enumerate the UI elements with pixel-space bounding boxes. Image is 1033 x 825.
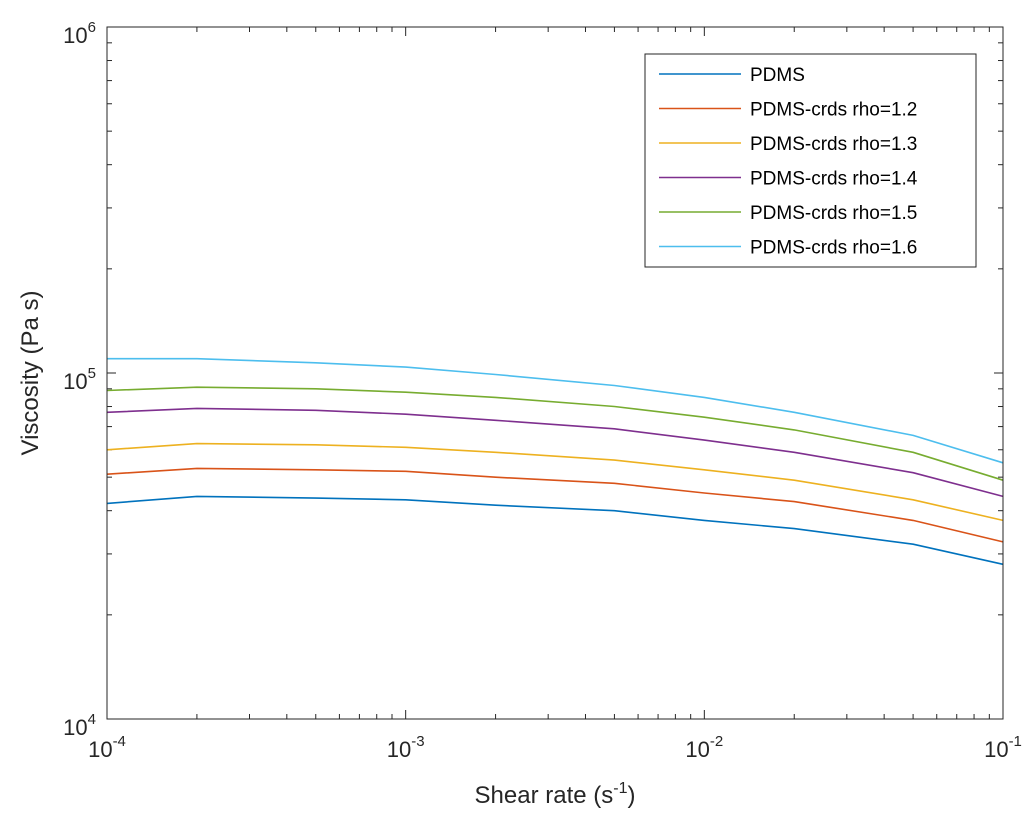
x-tick-label: 10-2 <box>685 733 723 762</box>
y-tick-label: 106 <box>63 19 96 48</box>
x-tick-labels: 10-4 10-3 10-2 10-1 <box>88 733 1022 762</box>
legend-label-2: PDMS-crds rho=1.2 <box>750 100 917 121</box>
legend-label-1: PDMS <box>750 65 805 86</box>
x-tick-label: 10-1 <box>984 733 1022 762</box>
legend-label-5: PDMS-crds rho=1.5 <box>750 203 917 224</box>
y-tick-label: 105 <box>63 365 96 394</box>
x-tick-label: 10-3 <box>387 733 425 762</box>
y-tick-labels: 104 105 106 <box>63 19 96 740</box>
legend: PDMS PDMS-crds rho=1.2 PDMS-crds rho=1.3 PD… <box>644 53 977 268</box>
y-axis-label: Viscosity (Pa s) <box>17 291 44 456</box>
plot-frame <box>106 26 1004 720</box>
legend-box <box>644 53 977 268</box>
legend-label-6: PDMS-crds rho=1.6 <box>750 238 917 259</box>
legend-label-3: PDMS-crds rho=1.3 <box>750 134 917 155</box>
series-lines <box>106 357 1004 566</box>
legend-label-4: PDMS-crds rho=1.4 <box>750 169 918 190</box>
y-tick-label: 104 <box>63 711 96 740</box>
x-tick-label: 10-4 <box>88 733 126 762</box>
series-line-6 <box>107 357 1004 464</box>
x-axis-label: Shear rate (s-1) <box>475 780 636 809</box>
series-line-2 <box>106 467 1004 543</box>
series-line-3 <box>106 442 1004 522</box>
series-line-5 <box>106 386 1004 481</box>
series-line-4 <box>106 407 1004 498</box>
minor-ticks <box>107 27 1003 719</box>
series-line-1 <box>106 495 1004 566</box>
